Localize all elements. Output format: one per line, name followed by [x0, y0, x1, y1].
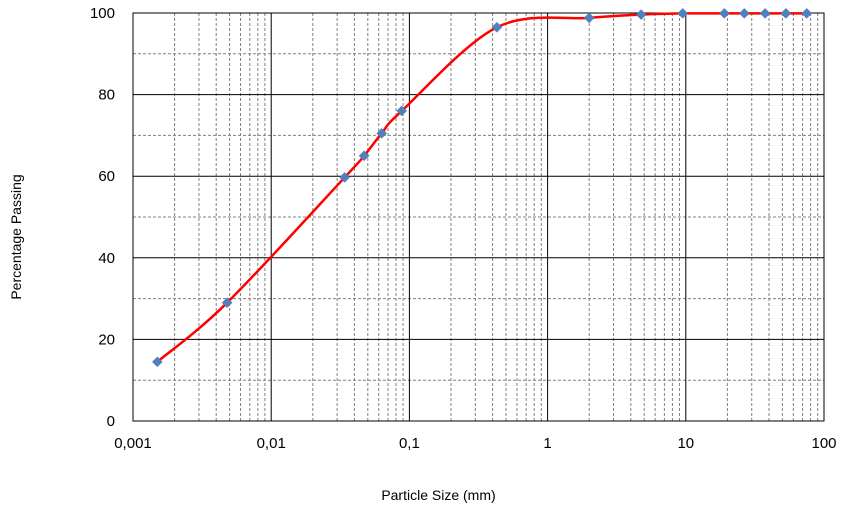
data-point-marker [780, 8, 792, 19]
x-axis-title: Particle Size (mm) [381, 487, 495, 503]
data-point-marker [396, 105, 408, 117]
gradation-curve [156, 12, 807, 363]
data-point-marker [718, 8, 730, 19]
y-tick-label: 40 [98, 250, 115, 267]
y-tick-label: 100 [90, 5, 115, 22]
x-tick-label: 100 [811, 435, 836, 452]
y-tick-label: 60 [98, 168, 115, 185]
plot-area-frame [132, 12, 825, 422]
data-point-marker [221, 297, 233, 309]
data-point-marker [339, 172, 351, 183]
data-point-marker [677, 8, 689, 19]
data-point-marker [358, 150, 370, 162]
x-tick-label: 0,01 [257, 435, 286, 452]
y-axis-title: Percentage Passing [8, 174, 24, 299]
data-point-marker [738, 8, 750, 19]
data-point-marker [635, 9, 647, 20]
data-point-marker [801, 8, 813, 19]
data-markers [151, 8, 813, 368]
x-tick-label: 0,001 [114, 435, 152, 452]
y-tick-label: 0 [107, 413, 115, 430]
x-tick-label: 1 [543, 435, 551, 452]
x-tick-label: 0,1 [399, 435, 420, 452]
y-tick-labels: 0 20 40 60 80 100 [90, 5, 115, 430]
data-point-marker [759, 8, 771, 19]
y-tick-label: 20 [98, 331, 115, 348]
data-point-marker [583, 12, 595, 24]
y-tick-label: 80 [98, 87, 115, 104]
data-point-marker [491, 21, 503, 33]
data-point-marker [376, 128, 388, 139]
data-point-marker [151, 356, 163, 368]
x-tick-labels: 0,001 0,01 0,1 1 10 100 [114, 435, 836, 452]
grid [132, 12, 825, 422]
x-tick-label: 10 [677, 435, 694, 452]
